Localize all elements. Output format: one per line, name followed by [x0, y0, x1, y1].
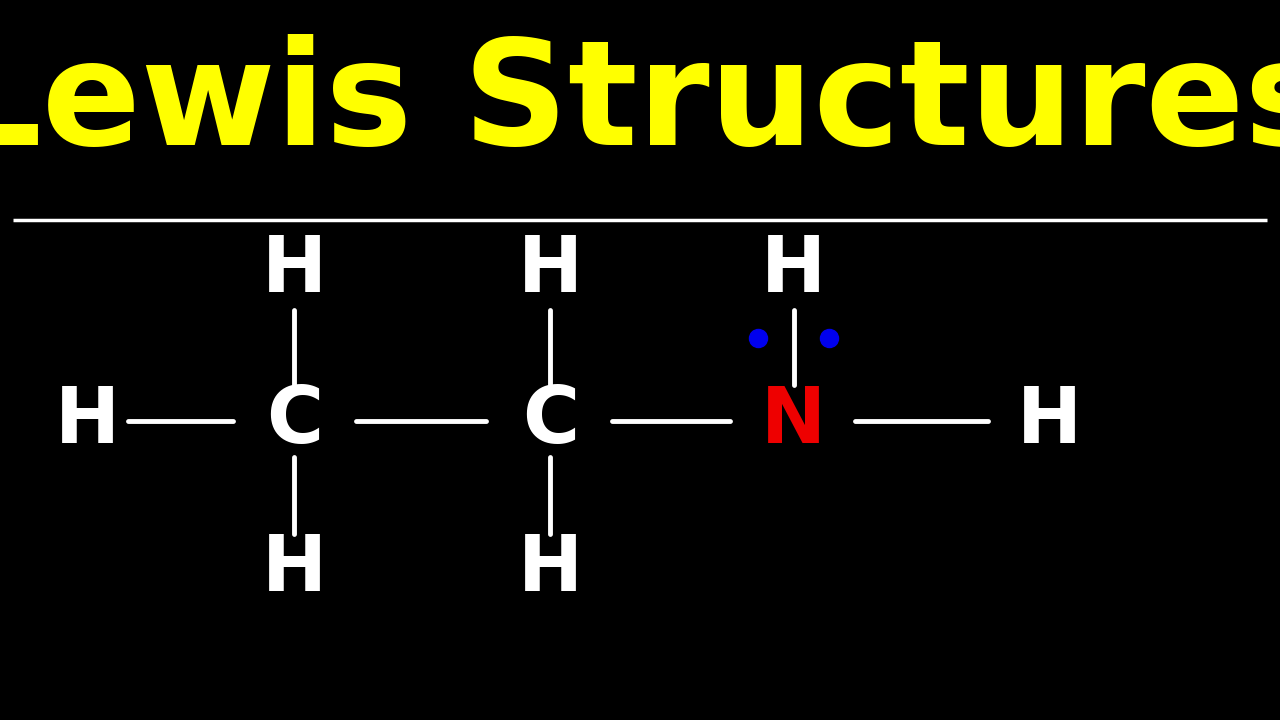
Text: Lewis Structures: Lewis Structures: [0, 34, 1280, 175]
Text: H: H: [518, 531, 582, 607]
Text: C: C: [266, 383, 323, 459]
Text: H: H: [55, 383, 119, 459]
Text: H: H: [762, 232, 826, 308]
Text: H: H: [1018, 383, 1082, 459]
Text: H: H: [262, 531, 326, 607]
Text: H: H: [518, 232, 582, 308]
Text: C: C: [522, 383, 579, 459]
Text: N: N: [762, 383, 826, 459]
Text: H: H: [262, 232, 326, 308]
